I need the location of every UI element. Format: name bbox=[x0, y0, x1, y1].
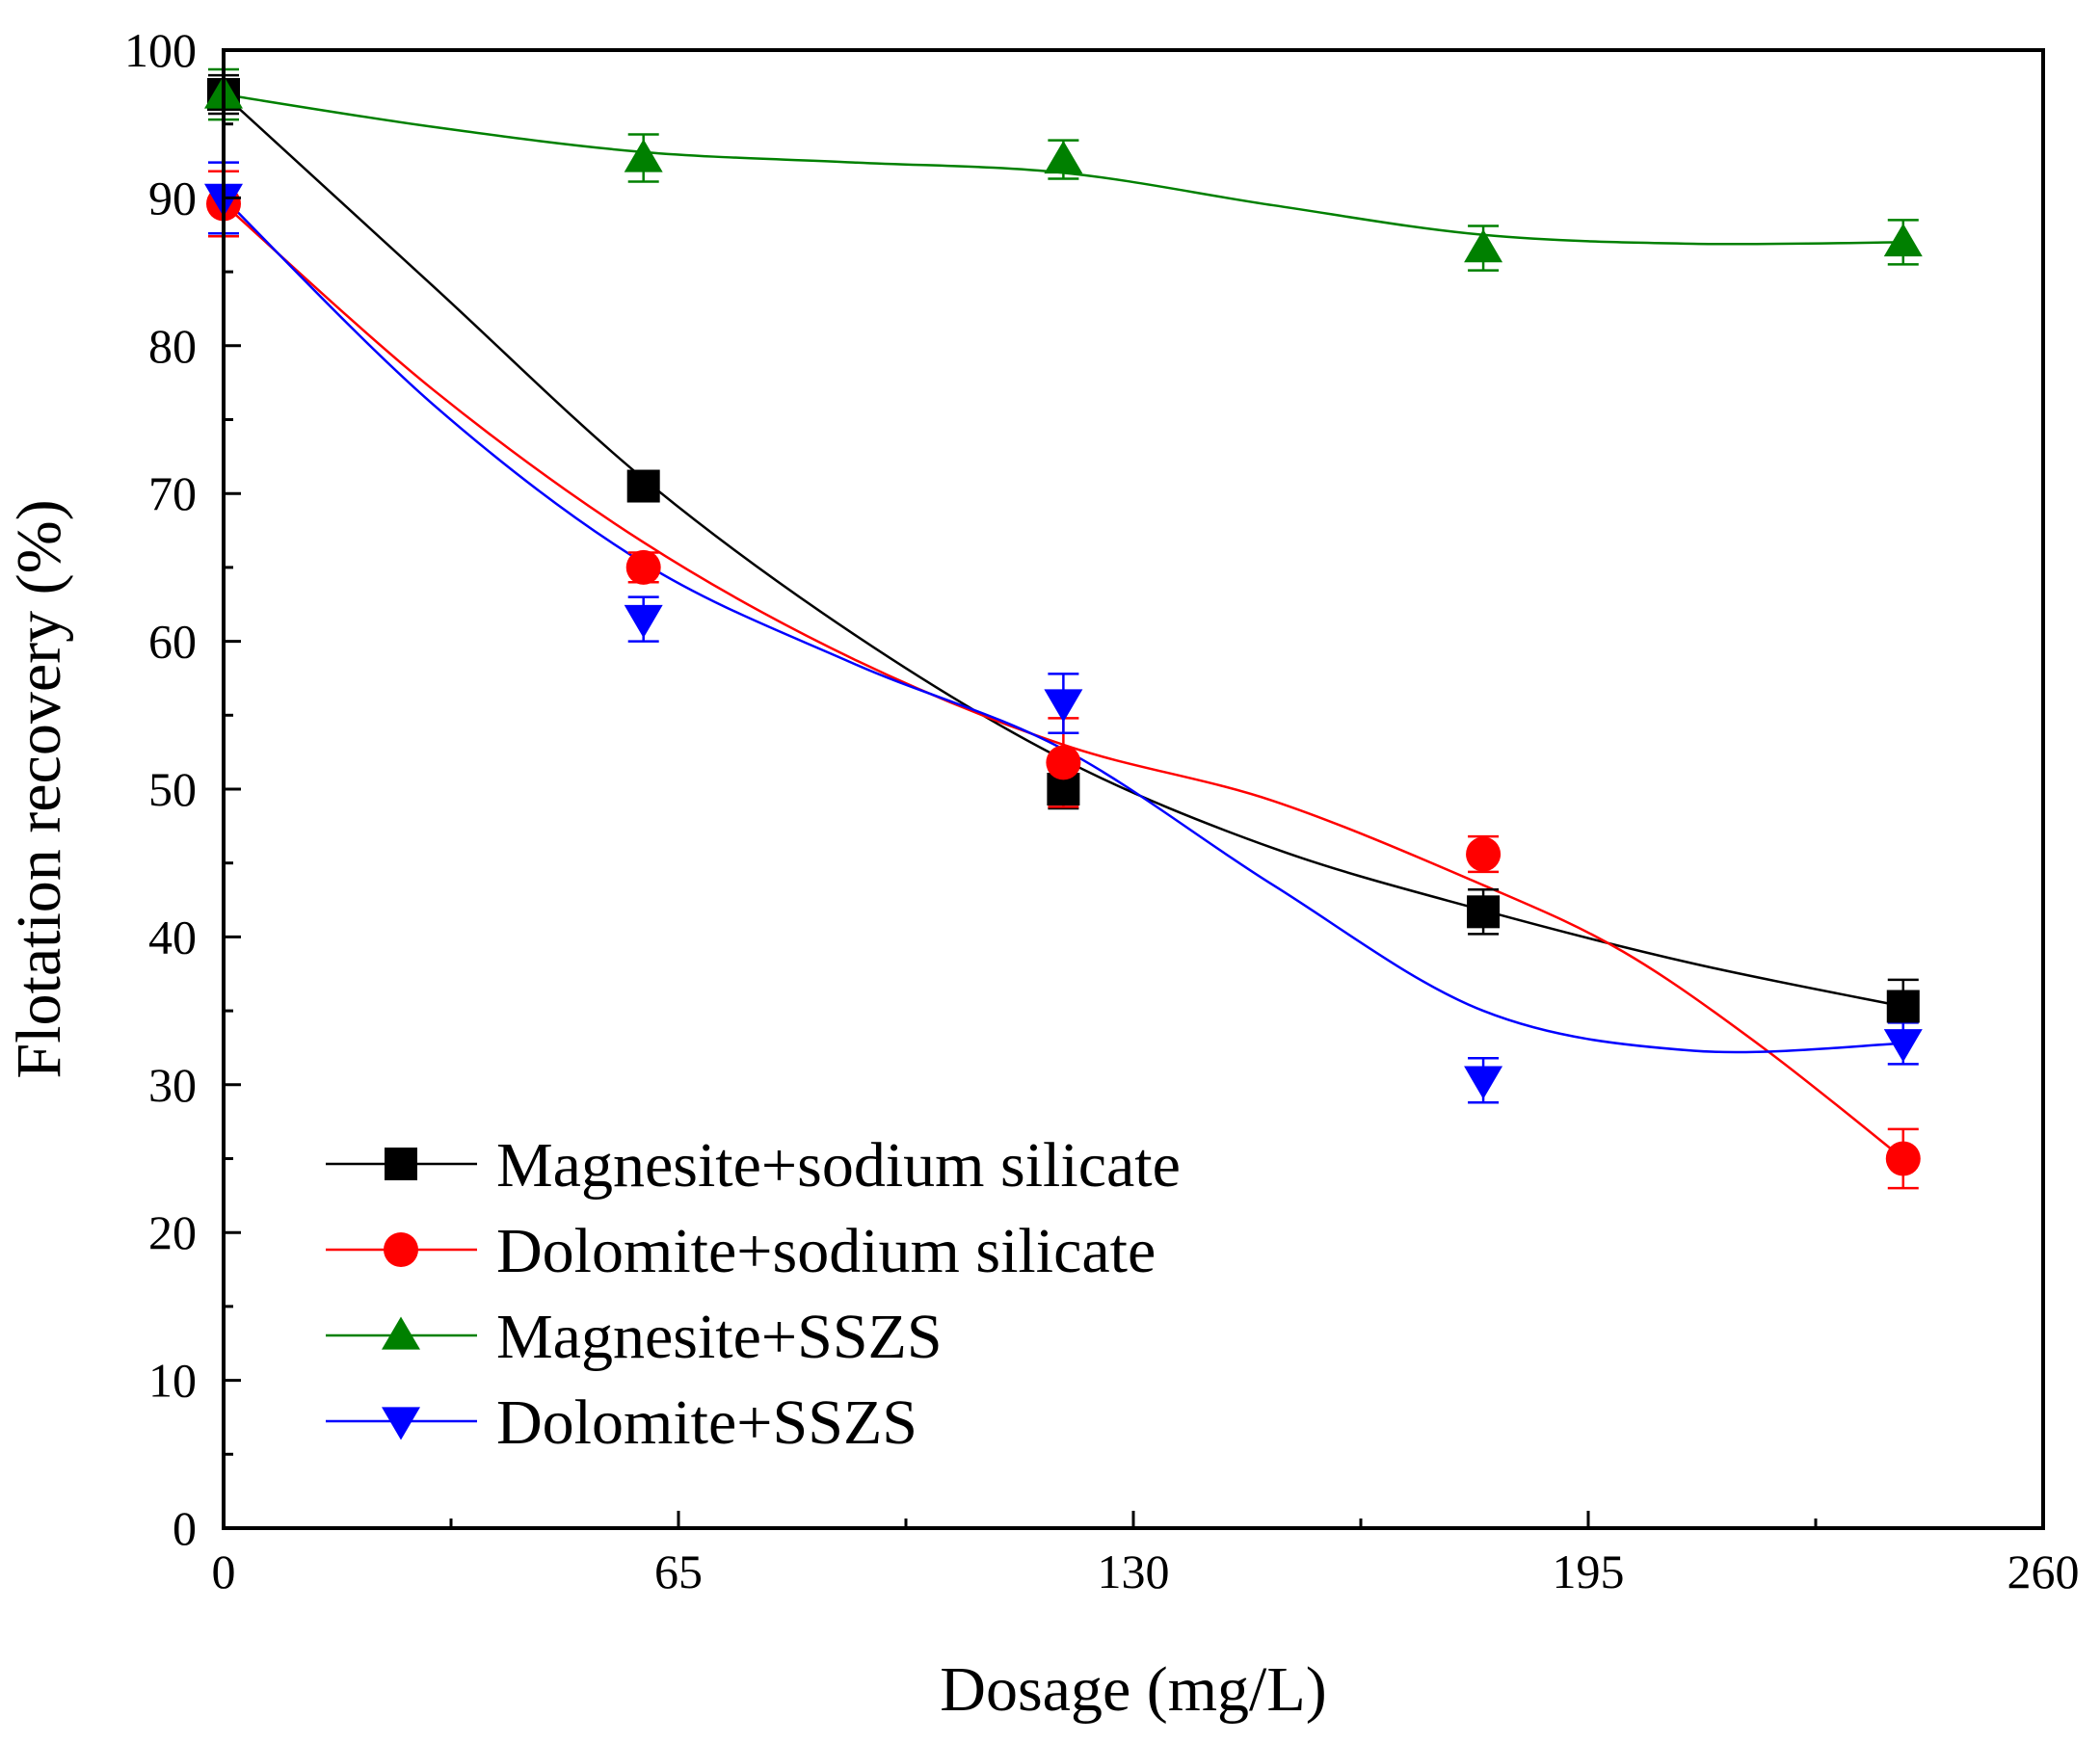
marker-magnesite-sszs bbox=[1883, 223, 1923, 257]
marker-dolomite-sszs bbox=[1464, 1066, 1503, 1099]
y-tick-label: 50 bbox=[148, 762, 197, 816]
x-tick-label: 260 bbox=[2007, 1545, 2080, 1598]
legend-item-dolomite-sszs: Dolomite+SSZS bbox=[326, 1387, 917, 1458]
y-tick-label: 20 bbox=[148, 1205, 197, 1259]
marker-dolomite-sszs bbox=[1883, 1029, 1923, 1063]
legend-item-magnesite-sodium-silicate: Magnesite+sodium silicate bbox=[326, 1130, 1181, 1201]
x-axis-title: Dosage (mg/L) bbox=[940, 1654, 1326, 1725]
fit-line-dolomite-sodium-silicate bbox=[223, 202, 1904, 1160]
y-tick-label: 60 bbox=[148, 615, 197, 669]
marker-dolomite-sodium-silicate bbox=[625, 549, 661, 585]
y-tick-label: 0 bbox=[173, 1501, 197, 1555]
x-axis-ticks: 0 65 130 195 260 bbox=[212, 1511, 2080, 1598]
legend-label: Dolomite+sodium silicate bbox=[496, 1216, 1156, 1286]
legend-item-magnesite-sszs: Magnesite+SSZS bbox=[326, 1302, 943, 1372]
marker-dolomite-sszs bbox=[1044, 689, 1083, 723]
marker-magnesite-sodium-silicate bbox=[626, 469, 660, 503]
legend-marker bbox=[385, 1148, 417, 1180]
fit-line-magnesite-sodium-silicate bbox=[223, 93, 1904, 1008]
marker-dolomite-sszs bbox=[624, 604, 663, 639]
marker-magnesite-sodium-silicate bbox=[1886, 990, 1920, 1023]
marker-dolomite-sodium-silicate bbox=[1466, 836, 1502, 872]
marker-magnesite-sszs bbox=[1464, 229, 1503, 263]
y-tick-label: 80 bbox=[148, 319, 197, 373]
fit-line-dolomite-sszs bbox=[223, 197, 1903, 1054]
y-tick-label: 30 bbox=[148, 1058, 197, 1112]
marker-dolomite-sodium-silicate bbox=[1046, 745, 1081, 780]
marker-magnesite-sodium-silicate bbox=[1467, 895, 1501, 929]
legend-item-dolomite-sodium-silicate: Dolomite+sodium silicate bbox=[326, 1216, 1156, 1286]
y-tick-label: 10 bbox=[148, 1354, 197, 1408]
y-tick-label: 100 bbox=[124, 23, 197, 77]
marker-dolomite-sodium-silicate bbox=[1885, 1141, 1921, 1176]
y-tick-label: 70 bbox=[148, 466, 197, 520]
y-tick-label: 90 bbox=[148, 171, 197, 224]
legend-marker bbox=[382, 1407, 420, 1440]
legend-marker bbox=[384, 1232, 418, 1267]
legend-marker bbox=[382, 1316, 420, 1350]
y-tick-label: 40 bbox=[148, 910, 197, 964]
x-tick-label: 130 bbox=[1098, 1545, 1170, 1598]
x-tick-label: 65 bbox=[654, 1545, 703, 1598]
y-axis-title: Flotation recovery (%) bbox=[4, 499, 74, 1078]
legend: Magnesite+sodium silicate Dolomite+sodium… bbox=[326, 1130, 1181, 1458]
legend-label: Magnesite+SSZS bbox=[496, 1302, 943, 1372]
legend-label: Dolomite+SSZS bbox=[496, 1387, 917, 1458]
x-tick-label: 195 bbox=[1553, 1545, 1625, 1598]
legend-label: Magnesite+sodium silicate bbox=[496, 1130, 1181, 1201]
x-tick-label: 0 bbox=[212, 1545, 236, 1598]
y-axis-ticks: 0 10 20 30 40 50 60 70 80 90 100 bbox=[124, 23, 241, 1555]
marker-magnesite-sszs bbox=[624, 139, 663, 172]
marker-magnesite-sszs bbox=[1044, 140, 1083, 174]
